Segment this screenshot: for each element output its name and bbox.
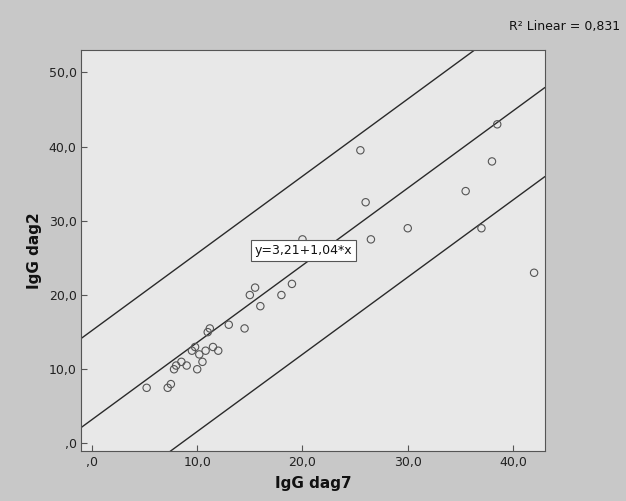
Point [205,325,215,333]
Point [197,358,207,366]
X-axis label: IgG dag7: IgG dag7 [275,476,351,490]
Point [240,325,250,333]
Point [266,246,276,255]
Point [250,284,260,292]
Point [361,198,371,206]
Point [166,380,176,388]
Point [487,157,497,165]
Point [297,235,307,243]
Point [529,269,539,277]
Point [492,120,502,128]
Point [187,347,197,355]
Point [182,362,192,370]
Point [177,358,187,366]
Point [171,362,181,370]
Point [208,343,218,351]
Point [356,146,366,154]
Point [169,365,179,373]
Point [141,384,151,392]
Point [223,321,233,329]
Point [255,302,265,310]
Point [213,347,223,355]
Point [461,187,471,195]
Point [200,347,210,355]
Point [203,328,213,336]
Point [245,291,255,299]
Y-axis label: IgG dag2: IgG dag2 [26,212,41,289]
Point [190,343,200,351]
Point [194,350,204,358]
Point [287,280,297,288]
Point [403,224,413,232]
Point [366,235,376,243]
Point [163,384,173,392]
Text: R² Linear = 0,831: R² Linear = 0,831 [508,20,620,33]
Text: y=3,21+1,04*x: y=3,21+1,04*x [255,244,352,257]
Point [277,291,287,299]
Point [192,365,202,373]
Point [476,224,486,232]
